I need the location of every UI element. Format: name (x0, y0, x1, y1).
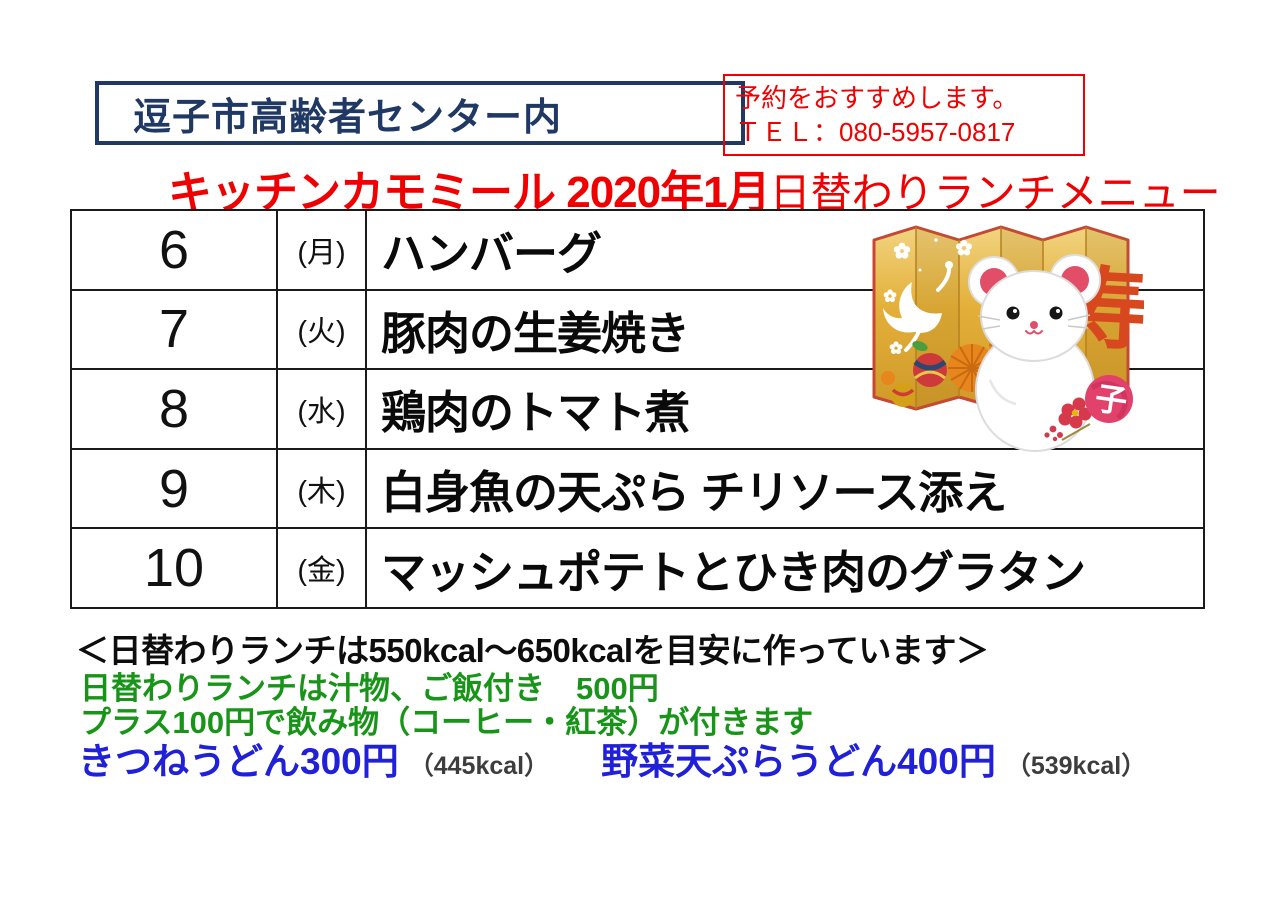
dish-cell: ハンバーグ (365, 211, 1203, 289)
rat-kanji: 子 (1093, 380, 1130, 420)
date-cell: 10 (143, 538, 205, 599)
kitsune-udon-label: きつねうどん300円 (78, 741, 399, 782)
page-title: キッチンカモミール 2020年1月日替わりランチメニュー (168, 156, 1221, 220)
date-cell: 9 (158, 458, 190, 519)
temari-ball-icons (881, 353, 947, 407)
day-cell: (金) (276, 529, 365, 607)
table-row: 9 (木) 白身魚の天ぷら チリソース添え (72, 447, 1203, 528)
drink-option-note: プラス100円で飲み物（コーヒー・紅茶）が付きます (80, 705, 814, 740)
title-brand: キッチンカモミール 2020年1月 (168, 168, 771, 217)
day-cell: (木) (276, 449, 365, 528)
table-row: 6 (月) ハンバーグ (72, 211, 1203, 289)
lunch-included-note: 日替わりランチは汁物、ご飯付き 500円 (80, 671, 659, 706)
location-label: 逗子市高齢者センター内 (133, 96, 563, 139)
day-cell: (水) (276, 370, 365, 448)
dish-cell: マッシュポテトとひき肉のグラタン (365, 529, 1203, 607)
table-row: 7 (火) 豚肉の生姜焼き (72, 288, 1203, 369)
dish-cell: 鶏肉のトマト煮 (365, 370, 1203, 448)
reservation-phone: ＴＥＬ：080-5957-0817 (735, 117, 1016, 147)
reservation-box: 予約をおすすめします。 ＴＥＬ：080-5957-0817 (723, 74, 1085, 156)
kitsune-udon-kcal: （445kcal） (408, 752, 550, 780)
vegetable-tempura-udon-label: 野菜天ぷらうどん400円 (601, 741, 996, 782)
date-cell: 8 (158, 378, 190, 439)
day-cell: (月) (276, 211, 365, 289)
rat-ball-icon: 子 (1085, 375, 1133, 423)
location-box: 逗子市高齢者センター内 (95, 81, 745, 145)
table-row: 8 (水) 鶏肉のトマト煮 (72, 368, 1203, 448)
dish-cell: 白身魚の天ぷら チリソース添え (365, 449, 1203, 528)
day-cell: (火) (276, 290, 365, 369)
title-rest: 日替わりランチメニュー (769, 170, 1221, 216)
udon-price-line: きつねうどん300円 （445kcal） 野菜天ぷらうどん400円 （539kc… (78, 731, 1146, 785)
calorie-note: ＜日替わりランチは550kcal～650kcalを目安に作っています＞ (76, 632, 989, 669)
crane-icon (883, 261, 953, 352)
table-row: 10 (金) マッシュポテトとひき肉のグラタン (72, 527, 1203, 607)
white-mouse-icon (968, 254, 1101, 452)
vegetable-tempura-udon-kcal: （539kcal） (1005, 752, 1147, 780)
plum-motif-icon (1044, 397, 1092, 442)
dish-cell: 豚肉の生姜焼き (365, 290, 1203, 369)
date-cell: 6 (158, 219, 190, 280)
date-cell: 7 (158, 299, 190, 360)
new-year-mouse-illustration: 寿 (872, 225, 1144, 452)
reservation-text: 予約をおすすめします。 (735, 83, 1019, 113)
